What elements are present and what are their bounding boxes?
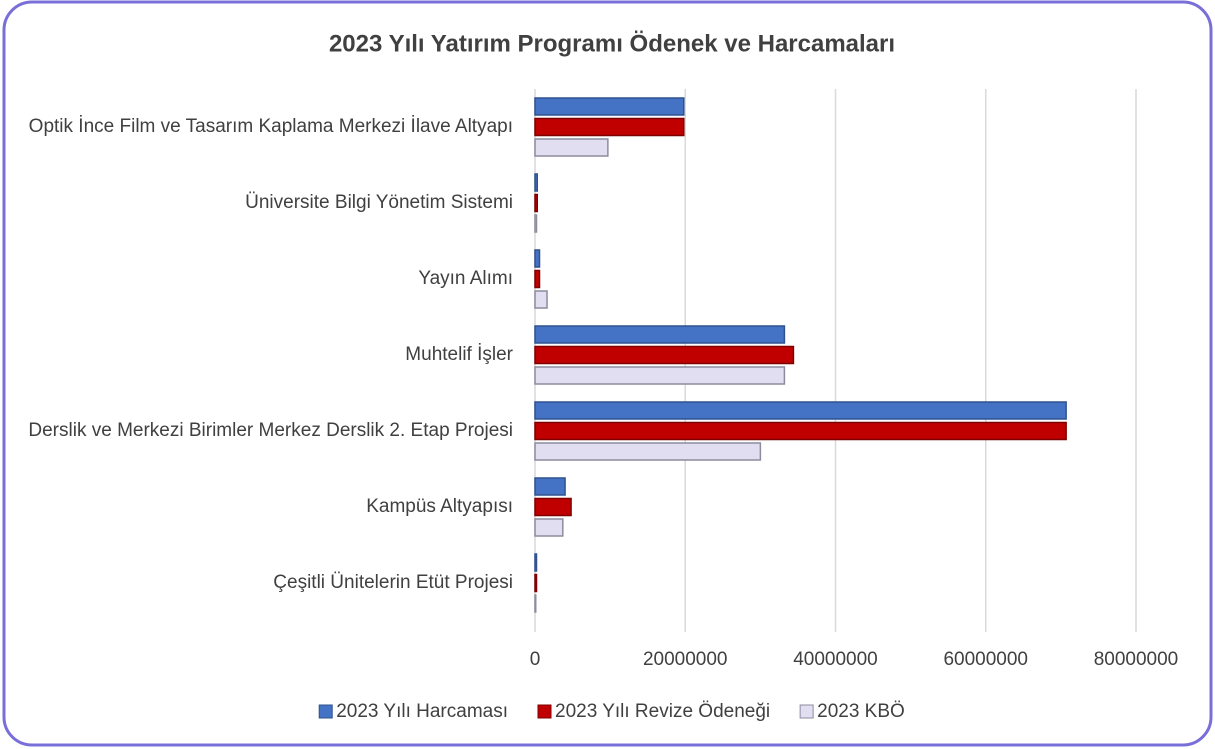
x-tick-label: 80000000 (1094, 649, 1179, 670)
y-tick-label: Çeşitli Ünitelerin Etüt Projesi (13, 568, 513, 598)
bar (534, 249, 541, 268)
legend-label: 2023 Yılı Revize Ödeneği (555, 701, 770, 722)
bar (534, 345, 795, 365)
bar (534, 518, 564, 537)
y-tick-text: Derslik ve Merkezi Birimler Merkez Dersl… (28, 420, 513, 441)
y-tick-text: Muhtelif İşler (405, 344, 513, 365)
legend-label: 2023 Yılı Harcaması (336, 701, 508, 722)
chart-title: 2023 Yılı Yatırım Programı Ödenek ve Har… (329, 30, 895, 57)
bar (534, 594, 537, 613)
x-tick-label: 20000000 (643, 649, 728, 670)
y-tick-label: Optik İnce Film ve Tasarım Kaplama Merke… (13, 112, 513, 142)
y-tick-label: Muhtelif İşler (13, 340, 513, 370)
x-tick-label: 60000000 (943, 649, 1028, 670)
bar (534, 553, 538, 572)
x-tick-label: 0 (530, 649, 541, 670)
bar (534, 290, 548, 309)
y-tick-label: Yayın Alımı (13, 264, 513, 294)
bar (534, 214, 538, 233)
y-tick-label: Üniversite Bilgi Yönetim Sistemi (13, 188, 513, 218)
bar (534, 401, 1067, 420)
bar (534, 325, 786, 344)
legend: 2023 Yılı Harcaması 2023 Yılı Revize Öden… (318, 701, 905, 722)
bar (534, 442, 762, 461)
bar (534, 117, 685, 137)
y-tick-label: Kampüs Altyapısı (13, 492, 513, 522)
legend-swatch (799, 704, 814, 719)
x-tick-label: 40000000 (793, 649, 878, 670)
bar (534, 138, 609, 157)
y-tick-text: Üniversite Bilgi Yönetim Sistemi (245, 192, 513, 213)
legend-swatch (537, 704, 552, 719)
legend-swatch (318, 704, 333, 719)
bar (534, 477, 566, 496)
y-tick-label: Derslik ve Merkezi Birimler Merkez Dersl… (13, 416, 513, 446)
y-tick-text: Optik İnce Film ve Tasarım Kaplama Merke… (28, 116, 513, 137)
y-tick-text: Yayın Alımı (418, 268, 513, 289)
bar (534, 269, 541, 289)
bar (534, 173, 539, 192)
bar (534, 366, 786, 385)
bar (534, 97, 685, 116)
y-tick-text: Çeşitli Ünitelerin Etüt Projesi (273, 572, 513, 593)
bar (534, 193, 539, 213)
legend-label: 2023 KBÖ (817, 701, 905, 722)
bar (534, 573, 538, 593)
y-tick-text: Kampüs Altyapısı (366, 496, 513, 517)
bar (534, 421, 1067, 441)
bar (534, 497, 572, 517)
